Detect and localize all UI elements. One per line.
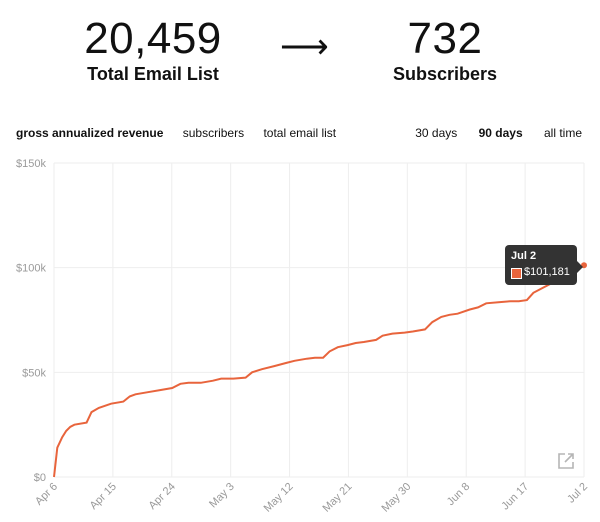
right-arrow-icon: ⟶ [280,28,329,66]
x-tick-label: May 30 [379,481,413,515]
subscribers-value: 732 [407,14,483,63]
x-tick-label: Apr 15 [88,481,119,512]
tooltip-date: Jul 2 [511,250,537,262]
tab-gross-annualized-revenue[interactable]: gross annualized revenue [16,126,164,140]
y-tick-label: $150k [16,158,46,170]
revenue-series-line [53,264,585,478]
x-tick-label: Apr 24 [146,481,177,512]
x-tick-label: May 12 [262,481,296,515]
tooltip-pointer [577,261,583,273]
x-tick-label: Apr 6 [33,481,60,508]
total-email-list-label: Total Email List [87,64,219,84]
tab-subscribers[interactable]: subscribers [182,126,245,140]
tooltip-swatch [511,268,522,279]
tab-total-email-list[interactable]: total email list [263,126,337,140]
chart-tooltip: Jul 2 $101,181 [505,245,583,285]
expand-chart-icon[interactable] [556,451,576,471]
x-tick-label: Jun 17 [499,481,531,513]
x-tick-label: May 3 [207,481,237,511]
x-tick-label: May 21 [321,481,355,515]
tab-all-time[interactable]: all time [543,126,582,140]
y-tick-label: $0 [34,472,46,484]
x-tick-label: Jun 8 [445,481,473,509]
tooltip-value: $101,181 [524,266,570,278]
subscribers-label: Subscribers [392,64,498,84]
tab-90-days[interactable]: 90 days [478,126,523,140]
subscribers-stat: 732 Subscribers [345,14,545,85]
range-tabs: 30 days 90 days all time [397,126,582,140]
metric-tabs: gross annualized revenue subscribers tot… [16,126,352,140]
x-tick-label: Jul 2 [565,481,590,506]
total-email-list-stat: 20,459 Total Email List [53,14,253,85]
total-email-list-value: 20,459 [84,14,222,63]
y-tick-label: $100k [16,263,46,275]
tab-30-days[interactable]: 30 days [415,126,458,140]
y-tick-label: $50k [22,367,46,379]
y-axis-ticks: $0 $50k $100k $150k [16,158,46,484]
chart-grid [53,162,585,478]
x-axis-ticks: Apr 6 Apr 15 Apr 24 May 3 May 12 May 21 May 30… [33,481,590,515]
revenue-chart: $0 $50k $100k $150k Apr 6 Apr 15 Apr 24 May 3 M… [16,158,590,515]
